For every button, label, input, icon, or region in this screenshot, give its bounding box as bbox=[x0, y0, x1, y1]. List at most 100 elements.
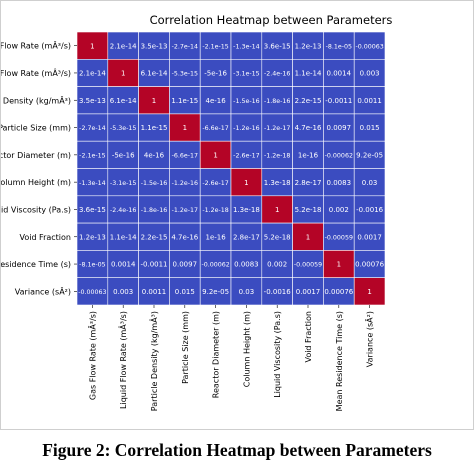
heatmap-cell-value: -5.3e-15 bbox=[110, 125, 136, 132]
heatmap-cell bbox=[76, 58, 109, 87]
heatmap-cell bbox=[292, 31, 324, 60]
heatmap-cell-value: 1 bbox=[306, 233, 310, 241]
row-label: Liquid Viscosity (Pa.s) bbox=[1, 205, 71, 214]
heatmap-cell bbox=[169, 58, 201, 87]
heatmap-cell-value: 1 bbox=[275, 206, 279, 214]
column-label: Liquid Viscosity (Pa.s) bbox=[273, 311, 282, 398]
heatmap-cell-value: -1.3e-14 bbox=[233, 43, 259, 50]
heatmap-cell bbox=[323, 113, 355, 142]
heatmap-cell bbox=[353, 58, 386, 87]
heatmap-cell-value: 0.03 bbox=[362, 179, 378, 187]
heatmap-cell bbox=[169, 86, 201, 115]
heatmap-cell bbox=[138, 58, 170, 87]
heatmap-cell bbox=[323, 86, 355, 115]
heatmap-cell bbox=[261, 277, 293, 306]
heatmap-cell bbox=[353, 140, 386, 169]
heatmap-cell bbox=[107, 222, 139, 251]
column-label: Particle Density (kg/mÂ³) bbox=[148, 311, 159, 411]
heatmap-cell bbox=[292, 86, 324, 115]
heatmap-cell-value: 2.8e-17 bbox=[295, 179, 322, 187]
heatmap-cell-value: -8.1e-05 bbox=[326, 43, 352, 50]
row-label: Gas Flow Rate (mÂ³/s) bbox=[1, 40, 71, 51]
heatmap-cell-value: 0.00076 bbox=[324, 288, 353, 296]
heatmap-cell-value: -1.5e-16 bbox=[141, 180, 167, 187]
heatmap-cell-value: -1.3e-14 bbox=[79, 180, 105, 187]
heatmap-cell bbox=[138, 222, 170, 251]
heatmap-cell bbox=[353, 277, 386, 306]
heatmap-cell-value: -0.00063 bbox=[355, 43, 383, 50]
heatmap-cell-value: 1 bbox=[152, 97, 156, 105]
heatmap-cell-value: 1 bbox=[244, 179, 248, 187]
heatmap-cell bbox=[261, 113, 293, 142]
heatmap-cell-value: 1 bbox=[183, 124, 187, 132]
heatmap-cell-value: 5.2e-18 bbox=[264, 233, 291, 241]
heatmap-cell-value: 1.1e-14 bbox=[295, 70, 322, 78]
heatmap-cell bbox=[230, 140, 263, 169]
heatmap-cell-value: -8.1e-05 bbox=[79, 262, 105, 269]
heatmap-cell bbox=[107, 140, 139, 169]
heatmap-cell-value: -1.2e-16 bbox=[233, 125, 259, 132]
heatmap-cell-value: -1.2e-18 bbox=[264, 152, 290, 159]
heatmap-cell-value: 4.7e-16 bbox=[171, 233, 198, 241]
heatmap-cell bbox=[323, 31, 355, 60]
heatmap-cell bbox=[107, 168, 139, 197]
column-label: Reactor Diameter (m) bbox=[212, 311, 221, 398]
heatmap-cell bbox=[323, 58, 355, 87]
heatmap-cell-value: 0.0097 bbox=[327, 124, 352, 132]
heatmap-cell-value: 1e-16 bbox=[298, 151, 319, 159]
heatmap-cell-value: 2.2e-15 bbox=[141, 233, 168, 241]
heatmap-cell-value: 1.1e-14 bbox=[110, 233, 137, 241]
heatmap-cell bbox=[353, 222, 386, 251]
heatmap-cell-value: 0.0083 bbox=[234, 261, 259, 269]
heatmap-cell-value: 2.1e-14 bbox=[79, 70, 106, 78]
heatmap-cell-value: 0.015 bbox=[360, 124, 380, 132]
heatmap-cell-value: -3.1e-15 bbox=[110, 180, 136, 187]
heatmap-cell bbox=[199, 31, 232, 60]
heatmap-cell-value: 0.0017 bbox=[296, 288, 321, 296]
heatmap-cell-value: 9.2e-05 bbox=[202, 288, 229, 296]
heatmap-cell-value: 1.1e-15 bbox=[171, 97, 198, 105]
heatmap-cell-value: 1 bbox=[367, 288, 371, 296]
heatmap-cell-value: 0.00076 bbox=[355, 261, 384, 269]
heatmap-cell bbox=[138, 168, 170, 197]
heatmap-cell-value: -5e-16 bbox=[204, 70, 227, 78]
heatmap-cell-value: 4e-16 bbox=[205, 97, 226, 105]
heatmap-cell-value: 0.0017 bbox=[357, 233, 382, 241]
heatmap-cell bbox=[199, 86, 232, 115]
heatmap-cell bbox=[230, 113, 263, 142]
heatmap-cell bbox=[261, 31, 293, 60]
heatmap-cell bbox=[292, 58, 324, 87]
heatmap-cell-value: 2.2e-15 bbox=[295, 97, 322, 105]
heatmap-cell-value: -3.1e-15 bbox=[233, 71, 259, 78]
heatmap-cell-value: -2.7e-14 bbox=[79, 125, 105, 132]
heatmap-cell-value: 1.2e-13 bbox=[79, 233, 106, 241]
heatmap-cell-value: 1 bbox=[90, 42, 94, 50]
heatmap-cell bbox=[292, 168, 324, 197]
heatmap-cell bbox=[353, 168, 386, 197]
column-label: Mean Residence Time (s) bbox=[335, 311, 344, 411]
row-label: Liquid Flow Rate (mÂ³/s) bbox=[1, 67, 71, 78]
heatmap-cell-value: 6.1e-14 bbox=[141, 70, 168, 78]
heatmap-cell-value: 0.0011 bbox=[142, 288, 167, 296]
heatmap-cell bbox=[169, 277, 201, 306]
heatmap-cell bbox=[107, 195, 139, 224]
heatmap-cell-value: 0.015 bbox=[175, 288, 195, 296]
heatmap-cell bbox=[199, 58, 232, 87]
column-label: Liquid Flow Rate (mÂ³/s) bbox=[117, 311, 128, 409]
heatmap-cell-value: -2.1e-15 bbox=[202, 43, 228, 50]
heatmap-cell-value: 0.0083 bbox=[327, 179, 352, 187]
heatmap-cell-value: -0.0016 bbox=[356, 206, 384, 214]
heatmap-cell-value: 2.1e-14 bbox=[110, 42, 137, 50]
heatmap-cell bbox=[292, 113, 324, 142]
heatmap-cell-value: -2.6e-17 bbox=[233, 152, 259, 159]
heatmap-cell bbox=[230, 222, 263, 251]
heatmap-cell bbox=[199, 277, 232, 306]
heatmap-cell bbox=[199, 250, 232, 278]
heatmap-cell-value: -2.1e-15 bbox=[79, 152, 105, 159]
heatmap-cell-value: -1.5e-16 bbox=[233, 98, 259, 105]
heatmap-cell bbox=[76, 113, 109, 142]
row-label: Reactor Diameter (m) bbox=[1, 151, 71, 160]
row-label: Variance (sÂ²) bbox=[15, 285, 71, 296]
heatmap-cell-value: 1 bbox=[213, 151, 217, 159]
row-label: Particle Size (mm) bbox=[1, 124, 71, 133]
